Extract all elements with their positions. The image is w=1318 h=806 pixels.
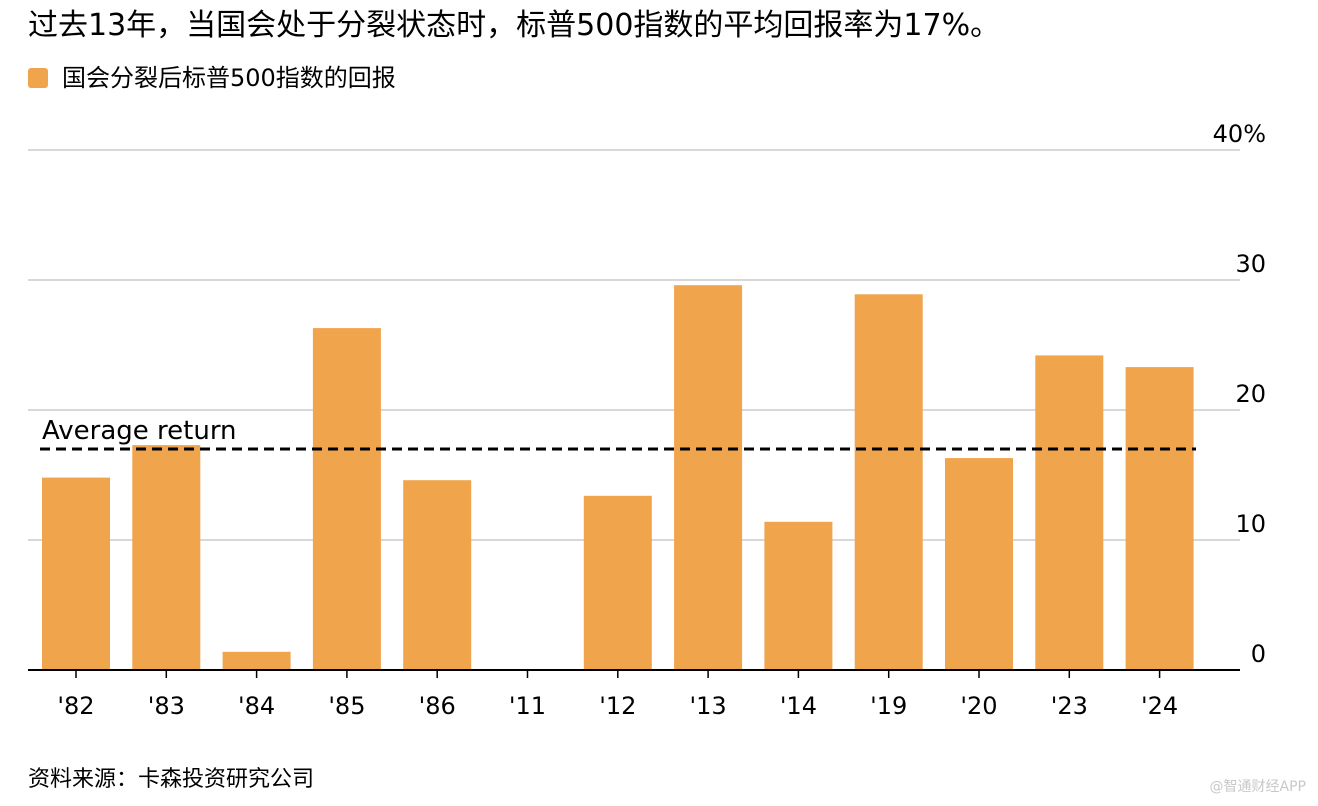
x-tick-label: '14 — [780, 692, 817, 720]
bar — [1035, 355, 1104, 670]
bar — [583, 495, 652, 670]
bar — [854, 294, 923, 670]
y-axis: 0 10 20 30 40% — [1213, 120, 1266, 668]
x-tick-label: '82 — [57, 692, 94, 720]
bar — [42, 477, 110, 670]
average-return-label: Average return — [42, 416, 237, 446]
bar — [312, 328, 381, 670]
legend-swatch — [28, 68, 48, 88]
x-tick-label: '24 — [1141, 692, 1178, 720]
bar-layer — [42, 285, 1194, 670]
x-tick-label: '13 — [690, 692, 727, 720]
bar — [132, 445, 201, 670]
bar — [403, 480, 472, 670]
x-tick-label: '12 — [599, 692, 636, 720]
y-tick-label: 20 — [1235, 380, 1266, 408]
y-tick-label: 30 — [1235, 250, 1266, 278]
bar — [945, 458, 1013, 670]
bar — [1125, 367, 1194, 670]
x-tick-label: '84 — [238, 692, 275, 720]
source-note: 资料来源：卡森投资研究公司 — [28, 767, 315, 792]
watermark: @智通财经APP — [1209, 779, 1306, 795]
bar — [674, 285, 743, 670]
y-tick-label: 0 — [1251, 640, 1266, 668]
x-tick-label: '19 — [870, 692, 907, 720]
x-tick-label: '83 — [148, 692, 185, 720]
x-tick-label: '20 — [960, 692, 997, 720]
x-tick-label: '85 — [328, 692, 365, 720]
legend-label: 国会分裂后标普500指数的回报 — [62, 64, 396, 92]
x-tick-label: '23 — [1051, 692, 1088, 720]
bar — [222, 651, 291, 670]
x-axis: '82 '83 '84 '85 '86 '11 '12 '13 '14 '19 '20 '23 '24 — [28, 669, 1240, 720]
x-tick-label: '86 — [419, 692, 456, 720]
chart-title: 过去13年，当国会处于分裂状态时，标普500指数的平均回报率为17%。 — [28, 8, 1001, 43]
y-tick-label: 10 — [1235, 510, 1266, 538]
average-return-annotation: Average return — [40, 416, 1196, 451]
y-tick-label: 40% — [1213, 120, 1266, 148]
legend: 国会分裂后标普500指数的回报 — [28, 62, 396, 94]
x-tick-label: '11 — [509, 692, 546, 720]
bar — [764, 521, 833, 670]
